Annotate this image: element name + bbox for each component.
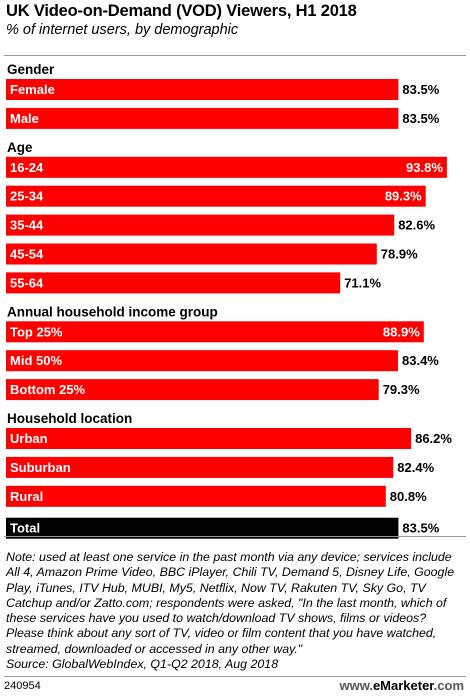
logo-suffix: .com [433, 678, 464, 693]
value-label-45-54: 78.9% [381, 247, 418, 262]
value-label-rural: 80.8% [390, 489, 427, 504]
bar-suburban [6, 456, 394, 478]
bar-45-54 [6, 243, 377, 265]
value-label-female: 83.5% [402, 82, 439, 97]
group-header: Annual household income group [7, 304, 218, 319]
logo-brand: eMarketer [372, 678, 434, 693]
value-label-bottom-25: 79.3% [383, 382, 420, 397]
emarketer-logo: www.eMarketer.com [339, 678, 464, 693]
note-text: Note: used at least one service in the p… [6, 550, 455, 656]
bar-16-24 [6, 156, 447, 178]
logo-prefix: www. [339, 678, 373, 693]
value-label-suburban: 82.4% [397, 460, 434, 475]
bar-top-25 [6, 321, 424, 343]
bar-urban [6, 428, 412, 449]
bar-total [6, 517, 399, 539]
bar-label-mid-50: Mid 50% [10, 353, 62, 368]
bar-label-16-24: 16-24 [10, 160, 44, 175]
bar-label-female: Female [10, 82, 55, 97]
footer-divider [4, 536, 466, 537]
bar-label-35-44: 35-44 [10, 218, 44, 233]
bar-label-55-64: 55-64 [10, 275, 44, 290]
value-label-16-24: 93.8% [406, 160, 443, 175]
bar-25-34 [6, 185, 426, 207]
bottom-divider [4, 676, 466, 677]
value-label-urban: 86.2% [415, 431, 452, 446]
group-header: Age [7, 140, 33, 155]
value-label-male: 83.5% [402, 111, 439, 126]
chart-title: UK Video-on-Demand (VOD) Viewers, H1 201… [6, 2, 357, 20]
bar-label-bottom-25: Bottom 25% [10, 382, 86, 397]
header-divider [4, 55, 466, 56]
bar-label-top-25: Top 25% [10, 324, 63, 339]
value-label-25-34: 89.3% [385, 189, 422, 204]
bar-label-rural: Rural [10, 489, 43, 504]
value-label-35-44: 82.6% [398, 218, 435, 233]
group-header: Household location [7, 411, 132, 426]
value-label-55-64: 71.1% [344, 275, 381, 290]
chart-id: 240954 [4, 680, 41, 692]
bar-label-25-34: 25-34 [10, 189, 44, 204]
value-label-top-25: 88.9% [383, 324, 420, 339]
bar-label-urban: Urban [10, 431, 48, 446]
bar-male [6, 107, 399, 129]
bar-35-44 [6, 214, 395, 236]
bar-chart: Gender Female 83.5% Male 83.5% Age 16-24 93.8% 2… [6, 62, 452, 539]
bar-bottom-25 [6, 379, 379, 401]
chart-subtitle: % of internet users, by demographic [6, 22, 239, 38]
bar-rural [6, 485, 386, 507]
bar-label-total: Total [10, 521, 40, 536]
bar-label-45-54: 45-54 [10, 247, 44, 262]
bar-female [6, 79, 399, 100]
value-label-total: 83.5% [402, 521, 439, 536]
bar-label-suburban: Suburban [10, 460, 71, 475]
bar-mid-50 [6, 350, 398, 372]
bar-55-64 [6, 272, 341, 294]
chart-note: Note: used at least one service in the p… [6, 550, 464, 672]
value-label-mid-50: 83.4% [402, 353, 439, 368]
source-text: Source: GlobalWebIndex, Q1-Q2 2018, Aug … [6, 657, 279, 672]
group-header: Gender [7, 62, 55, 77]
bar-label-male: Male [10, 111, 39, 126]
